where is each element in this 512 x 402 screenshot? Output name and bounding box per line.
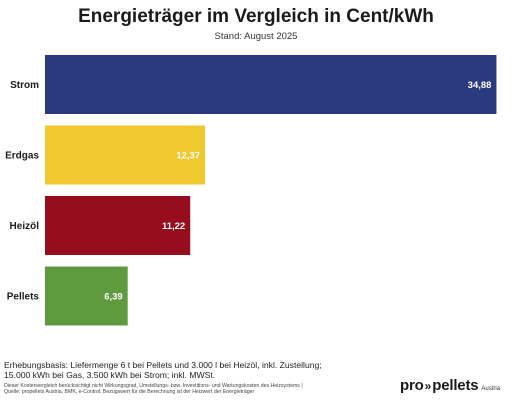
category-label-pellets: Pellets — [7, 292, 40, 303]
footnote-small-line-1: Dieser Kostenvergleich berücksichtigt ni… — [4, 383, 303, 389]
logo-text-left: pro — [400, 377, 424, 394]
bar-pellets — [45, 266, 128, 326]
bar-erdgas — [45, 125, 206, 185]
value-label-strom: 34,88 — [468, 80, 492, 91]
bar-heizöl — [45, 196, 191, 255]
propellets-logo: pro»pellets Austria — [400, 377, 500, 397]
footnote-line-1: Erhebungsbasis: Liefermenge 6 t bei Pell… — [4, 360, 322, 370]
bar-chart: Strom 34,88 Erdgas 12,37 Heizöl 11,22 Pellets 6… — [5, 55, 497, 326]
logo-text-right: pellets — [432, 377, 479, 394]
logo-sub: Austria — [481, 386, 501, 392]
bar-strom — [45, 55, 497, 114]
category-label-heizöl: Heizöl — [10, 221, 40, 232]
chart-subtitle: Stand: August 2025 — [214, 31, 298, 42]
category-label-strom: Strom — [10, 80, 39, 91]
value-label-pellets: 6,39 — [104, 292, 123, 303]
footnote-main: Erhebungsbasis: Liefermenge 6 t bei Pell… — [4, 360, 394, 380]
footnote-small: Dieser Kostenvergleich berücksichtigt ni… — [4, 383, 394, 395]
value-label-erdgas: 12,37 — [176, 151, 200, 162]
chart-title: Energieträger im Vergleich in Cent/kWh — [78, 6, 434, 27]
footnote-small-line-2: Quelle: propellets Austria, BMK, e-Contr… — [4, 389, 255, 395]
category-label-erdgas: Erdgas — [5, 151, 39, 162]
footnote-line-2: 15.000 kWh bei Gas, 3.500 kWh bei Strom;… — [4, 370, 216, 380]
logo-arrows-icon: » — [424, 379, 432, 393]
value-label-heizöl: 11,22 — [162, 221, 185, 232]
